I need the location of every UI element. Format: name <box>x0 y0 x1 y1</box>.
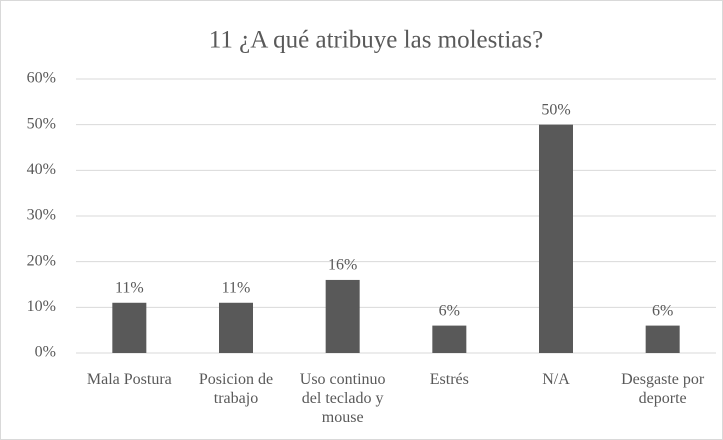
bar <box>112 302 147 353</box>
y-tick-label: 20% <box>27 252 56 269</box>
y-tick-label: 50% <box>27 115 56 132</box>
bar <box>539 124 573 354</box>
data-label: 11% <box>115 279 144 296</box>
bar <box>432 325 467 353</box>
data-label: 50% <box>541 101 570 118</box>
x-tick-label: Uso continuo del teclado y mouse <box>299 371 386 426</box>
data-label: 16% <box>328 257 357 274</box>
data-label: 11% <box>222 279 251 296</box>
y-tick-label: 10% <box>27 298 56 315</box>
x-tick-label: Posicion de trabajo <box>198 371 274 407</box>
x-tick-label: Mala Postura <box>86 371 172 388</box>
bar <box>325 279 360 353</box>
y-tick-label: 60% <box>27 70 56 87</box>
y-tick-label: 30% <box>27 207 56 224</box>
x-tick-label: N/A <box>542 371 570 388</box>
bar <box>645 325 680 353</box>
y-tick-label: 40% <box>27 161 56 178</box>
chart-title: 11 ¿A qué atribuye las molestias? <box>209 27 543 54</box>
bar <box>219 302 253 353</box>
data-label: 6% <box>439 302 460 319</box>
x-tick-label: Desgaste por deporte <box>621 371 705 407</box>
y-tick-label: 0% <box>35 344 56 361</box>
x-tick-label: Estrés <box>429 371 469 388</box>
data-label: 6% <box>652 302 673 319</box>
